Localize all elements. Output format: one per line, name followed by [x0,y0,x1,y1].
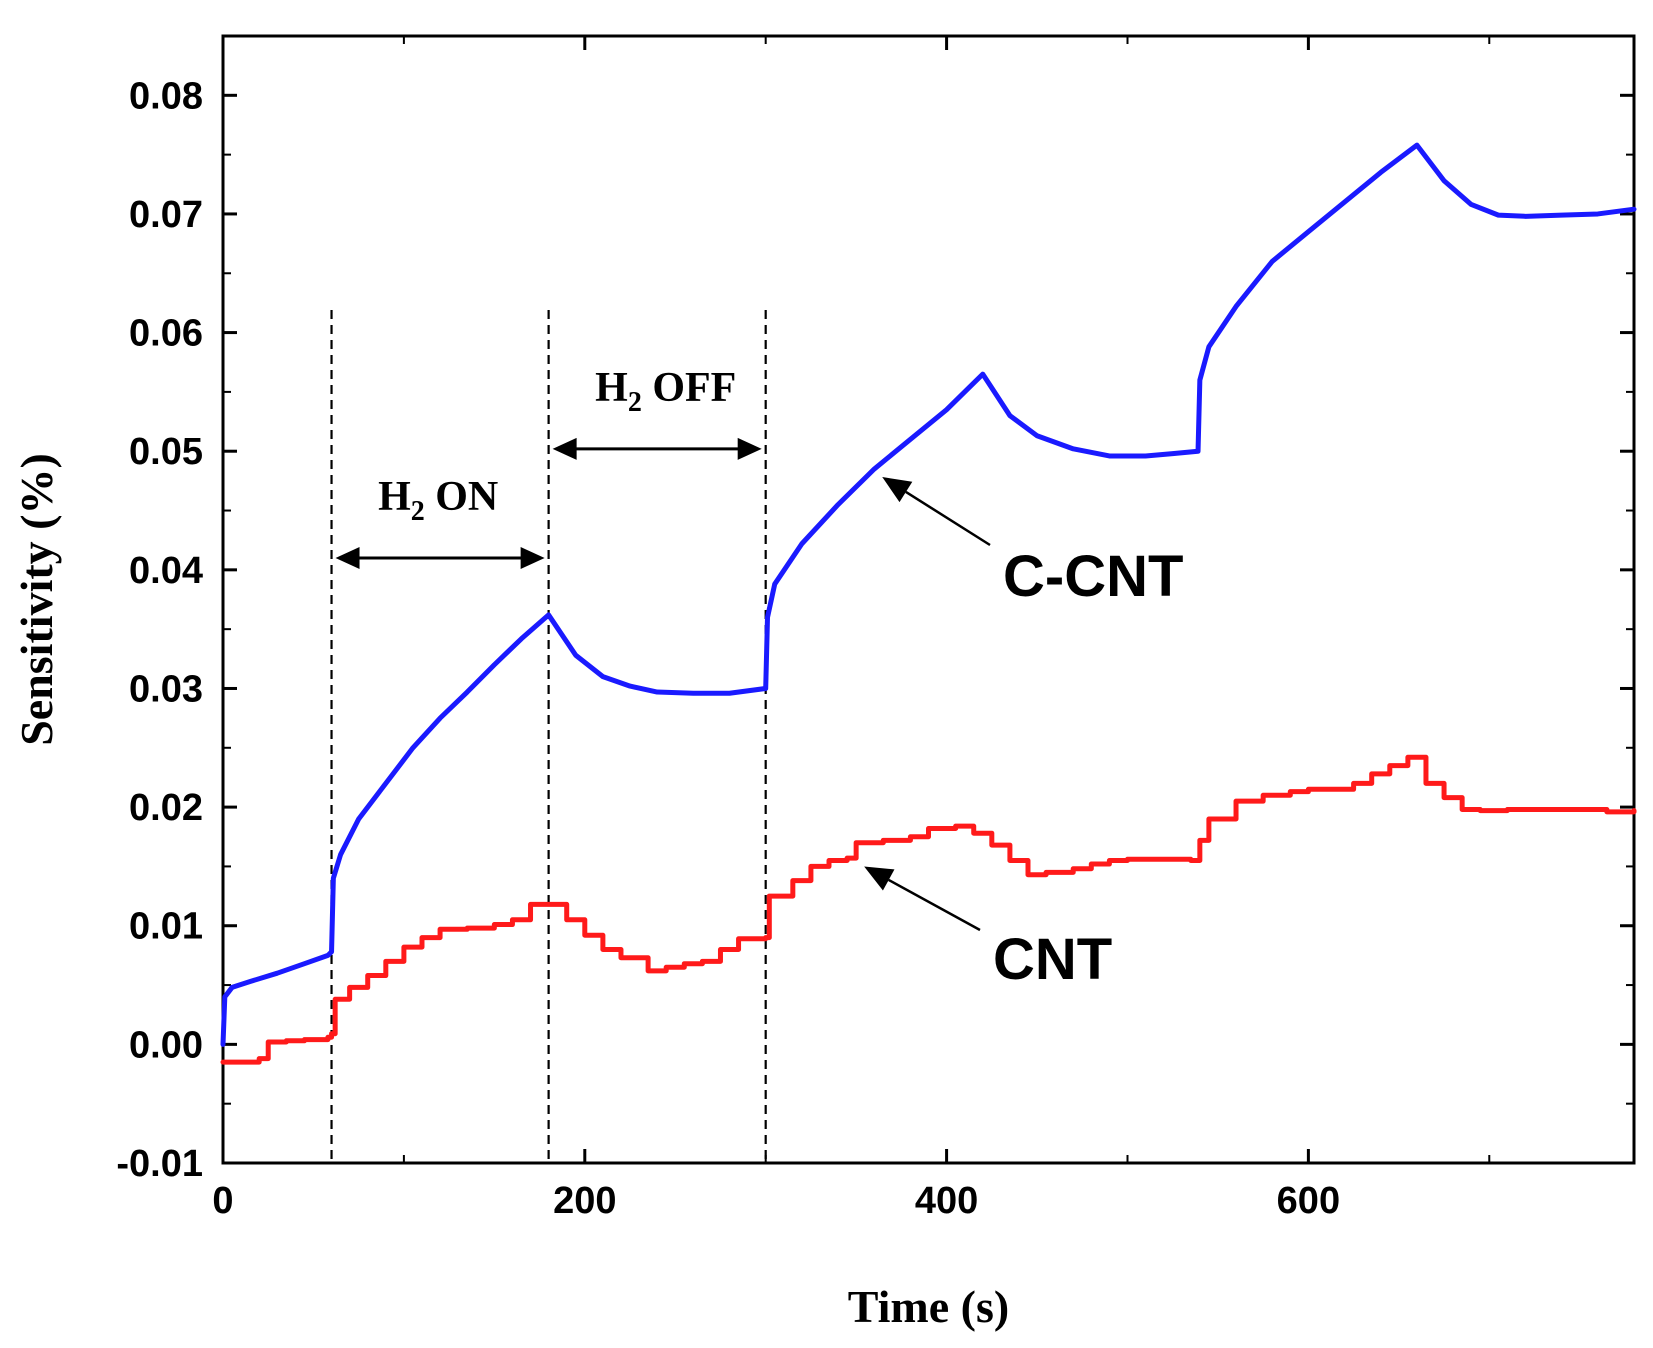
plot-frame [221,34,1636,1165]
c-cnt-pointer-arrow-head [882,477,913,503]
x-tick-label: 200 [553,1180,616,1222]
y-tick-label: 0.07 [129,194,203,236]
cnt-pointer-arrow-head [864,866,895,891]
vertical-marker-lines [330,310,767,1163]
y-tick-label: -0.01 [116,1143,203,1185]
double-arrow-head-right [737,437,762,460]
axes: 0 200 400 600 -0.01 0.00 0.01 0.02 0.03 0.04 0.05 0… [116,34,1636,1222]
y-axis-title: Sensitivity (%) [11,453,62,746]
y-tick-label: 0.03 [129,668,203,710]
double-arrow-head-left [335,546,360,569]
annotations: H2 ON H2 OFF C-CNT CNT [335,365,1183,992]
y-tick-label: 0.02 [129,787,203,829]
double-arrow-head-left [552,437,577,460]
series-lines [220,142,1637,1065]
h2-off-label: H2 OFF [595,365,736,418]
series-line-c-cnt [220,142,1637,1047]
double-arrow-head-right [520,546,545,569]
y-tick-label: 0.00 [129,1024,203,1066]
c-cnt-series-label: C-CNT [1003,544,1183,609]
h2-on-label: H2 ON [378,474,498,527]
y-tick-label: 0.05 [129,431,203,473]
cnt-pointer-arrow-shaft [888,878,981,932]
y-tick-label: 0.01 [129,906,203,948]
y-tick-label: 0.08 [129,75,203,117]
x-tick-label: 600 [1277,1180,1340,1222]
x-tick-label: 0 [212,1180,233,1222]
x-axis-title: Time (s) [848,1281,1009,1332]
y-tick-label: 0.04 [129,550,203,592]
cnt-series-label: CNT [993,927,1112,992]
series-line-cnt [220,754,1637,1065]
x-tick-label: 400 [915,1180,978,1222]
y-tick-label: 0.06 [129,313,203,355]
c-cnt-pointer-arrow-shaft [905,490,991,547]
